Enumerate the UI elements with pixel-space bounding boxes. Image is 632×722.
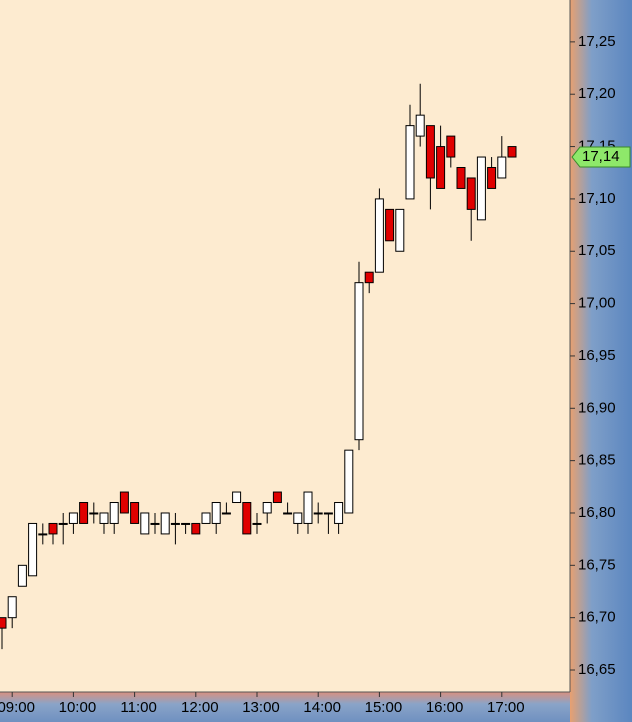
plot-area xyxy=(0,0,570,692)
y-tick-label: 16,90 xyxy=(578,399,616,416)
candle-body xyxy=(17,564,27,587)
x-tick-label: 17:00 xyxy=(487,699,525,716)
x-tick-label: 15:00 xyxy=(365,699,403,716)
candle-body xyxy=(354,282,364,441)
x-tick-label: 09:00 xyxy=(0,699,35,716)
candle-body xyxy=(79,502,89,524)
last-price-marker xyxy=(571,146,631,168)
candle-body xyxy=(48,522,58,535)
candle-body xyxy=(466,177,476,210)
x-tick-label: 14:00 xyxy=(303,699,341,716)
candle-body xyxy=(7,596,17,619)
candle-body xyxy=(497,156,507,179)
candle-body xyxy=(487,167,497,189)
x-axis-panel xyxy=(0,692,570,722)
y-tick-label: 17,10 xyxy=(578,190,616,207)
y-tick-label: 16,95 xyxy=(578,347,616,364)
candle-body xyxy=(385,208,395,242)
candle-body xyxy=(293,512,303,524)
y-tick-label: 17,00 xyxy=(578,295,616,312)
candle-body xyxy=(262,502,272,514)
candle-body xyxy=(242,502,252,535)
candle-body xyxy=(119,491,129,514)
candle-body xyxy=(436,146,446,189)
y-tick-label: 16,85 xyxy=(578,452,616,469)
candle-body xyxy=(415,114,425,137)
y-tick-label: 17,20 xyxy=(578,85,616,102)
candle-body xyxy=(28,522,38,577)
candle-body xyxy=(150,522,160,525)
candle-body xyxy=(170,522,180,525)
y-tick-label: 16,75 xyxy=(578,556,616,573)
candle-body xyxy=(344,449,354,514)
y-tick-label: 17,25 xyxy=(578,33,616,50)
candle-body xyxy=(160,512,170,535)
candle-body xyxy=(405,125,415,200)
candle-body xyxy=(252,522,262,525)
candle-body xyxy=(283,512,293,515)
candle-body xyxy=(181,522,191,525)
candle-body xyxy=(232,491,242,504)
y-tick-label: 16,65 xyxy=(578,661,616,678)
candle-body xyxy=(364,271,374,284)
last-price-label: 17,14 xyxy=(582,148,620,165)
candle-body xyxy=(272,491,282,504)
candle-body xyxy=(476,156,486,221)
candle-body xyxy=(109,502,119,524)
x-tick-label: 10:00 xyxy=(59,699,97,716)
candle-body xyxy=(446,135,456,158)
candle-body xyxy=(323,512,333,515)
x-tick-label: 16:00 xyxy=(426,699,464,716)
candle-body xyxy=(191,522,201,535)
candle-body xyxy=(89,512,99,515)
y-tick-label: 17,05 xyxy=(578,242,616,259)
candle-body xyxy=(334,502,344,524)
candle-body xyxy=(140,512,150,535)
y-axis-panel xyxy=(570,0,632,722)
x-tick-label: 12:00 xyxy=(181,699,219,716)
candle-body xyxy=(507,146,517,158)
candle-body xyxy=(211,502,221,524)
y-tick-label: 16,80 xyxy=(578,504,616,521)
candle-body xyxy=(68,512,78,524)
candle-body xyxy=(303,491,313,524)
candle-body xyxy=(99,512,109,524)
candle-body xyxy=(130,502,140,524)
x-tick-label: 13:00 xyxy=(242,699,280,716)
candle-body xyxy=(313,512,323,515)
x-tick-label: 11:00 xyxy=(120,699,156,716)
candle-body xyxy=(58,522,68,525)
candle-body xyxy=(456,167,466,189)
candle-body xyxy=(0,617,7,629)
y-tick-label: 16,70 xyxy=(578,609,616,626)
candle-body xyxy=(201,512,211,524)
candle-body xyxy=(395,208,405,252)
candle-body xyxy=(425,125,435,179)
candle-body xyxy=(221,512,231,515)
candle-body xyxy=(374,198,384,273)
candle-body xyxy=(38,533,48,536)
